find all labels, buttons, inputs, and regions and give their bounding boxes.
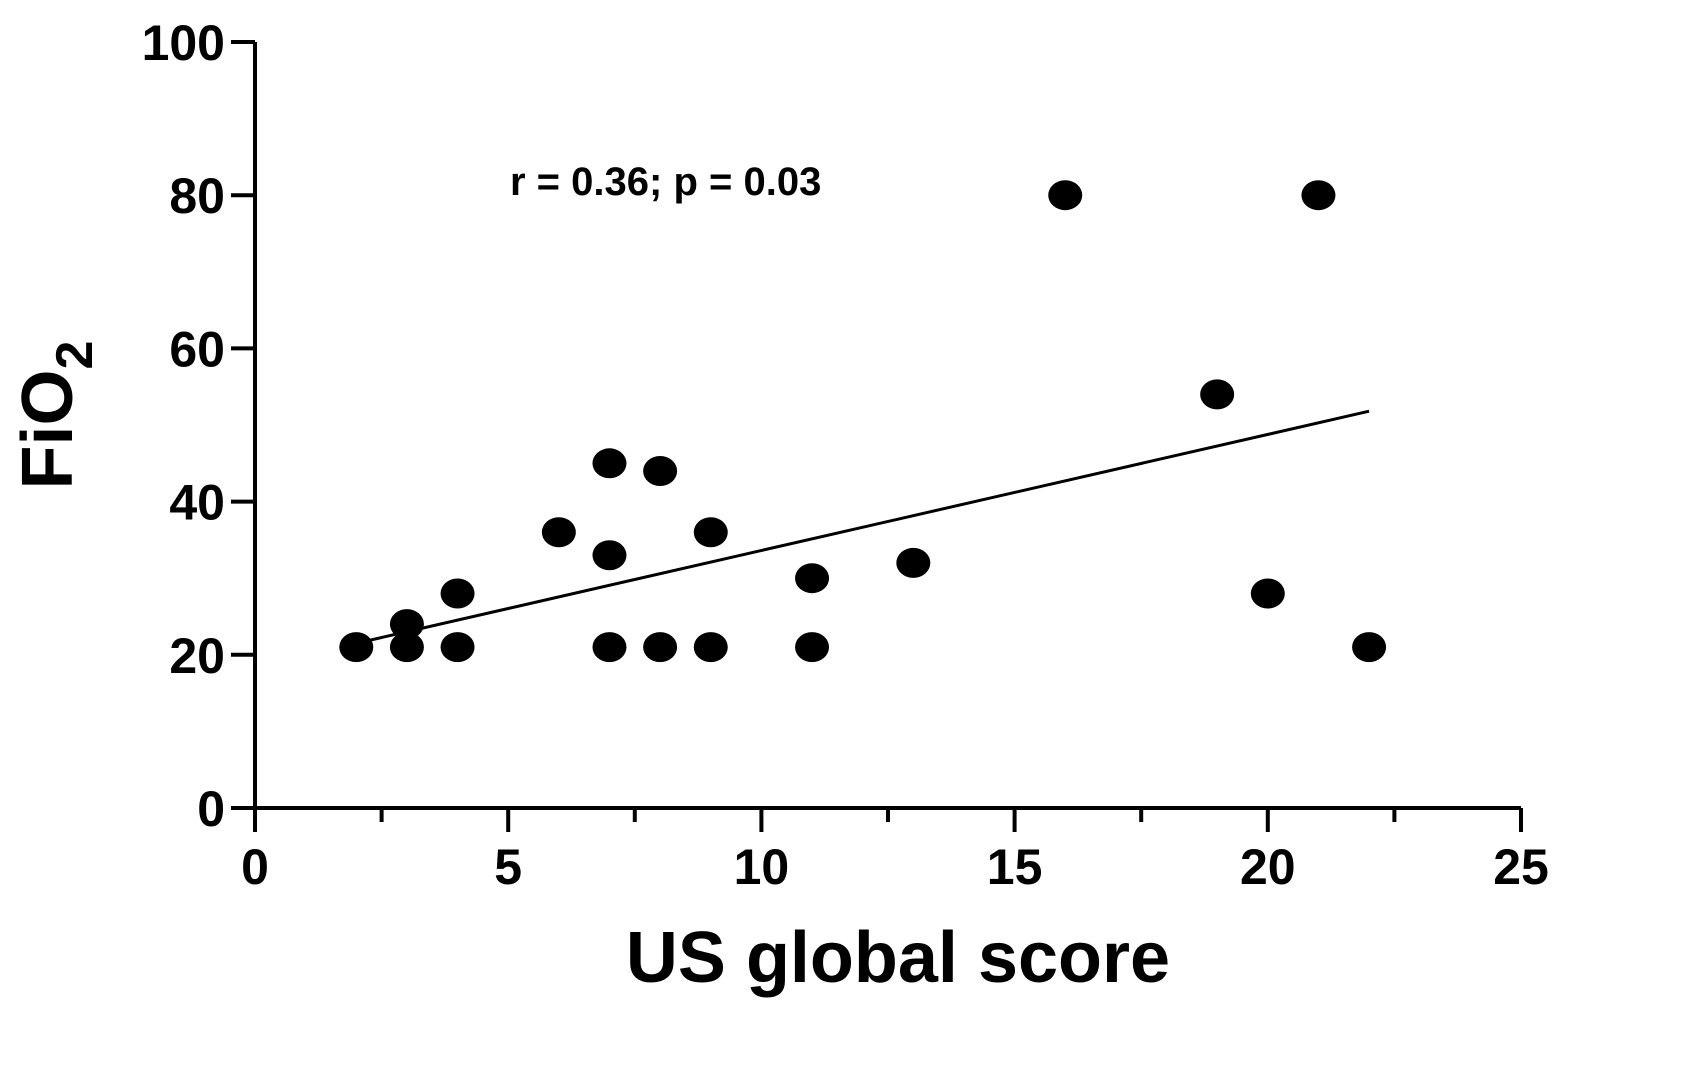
data-point [541, 517, 576, 548]
data-point [1250, 578, 1285, 609]
data-point [389, 609, 424, 640]
data-point [795, 563, 830, 594]
x-tick-label: 5 [494, 839, 522, 895]
data-point [592, 632, 627, 663]
data-point [795, 632, 830, 663]
x-axis-title: US global score [626, 918, 1170, 998]
y-tick-label: 60 [169, 321, 225, 377]
data-point [896, 547, 931, 578]
data-point [1352, 632, 1387, 663]
data-point [592, 540, 627, 571]
data-points [339, 180, 1387, 663]
data-point [389, 632, 424, 663]
data-point [693, 632, 728, 663]
data-point [1200, 379, 1235, 410]
x-tick-label: 0 [241, 839, 269, 895]
data-point [643, 632, 678, 663]
data-point [643, 455, 678, 486]
tick-marks [231, 40, 1523, 832]
y-tick-label: 100 [142, 15, 225, 71]
data-point [339, 632, 374, 663]
tick-labels: 0 20 40 60 80 100 0 5 10 15 20 25 [142, 15, 1549, 895]
y-axis-title-main: FiO [8, 369, 88, 489]
x-tick-label: 20 [1240, 839, 1296, 895]
y-tick-label: 80 [169, 168, 225, 224]
x-tick-label: 15 [987, 839, 1043, 895]
data-point [592, 448, 627, 479]
y-axis-title-subscript: 2 [46, 341, 104, 370]
y-tick-label: 20 [169, 628, 225, 684]
data-point [1048, 180, 1083, 211]
data-point [693, 517, 728, 548]
data-point [440, 632, 475, 663]
regression-line [355, 409, 1370, 645]
y-axis-title: FiO2 [8, 341, 104, 490]
data-point [1301, 180, 1336, 211]
x-tick-label: 25 [1493, 839, 1549, 895]
y-tick-label: 0 [197, 781, 225, 837]
data-point [440, 578, 475, 609]
y-tick-label: 40 [169, 475, 225, 531]
x-tick-label: 10 [734, 839, 790, 895]
axes [253, 42, 1521, 810]
correlation-annotation: r = 0.36; p = 0.03 [510, 160, 821, 204]
regression-line-group [355, 409, 1370, 645]
